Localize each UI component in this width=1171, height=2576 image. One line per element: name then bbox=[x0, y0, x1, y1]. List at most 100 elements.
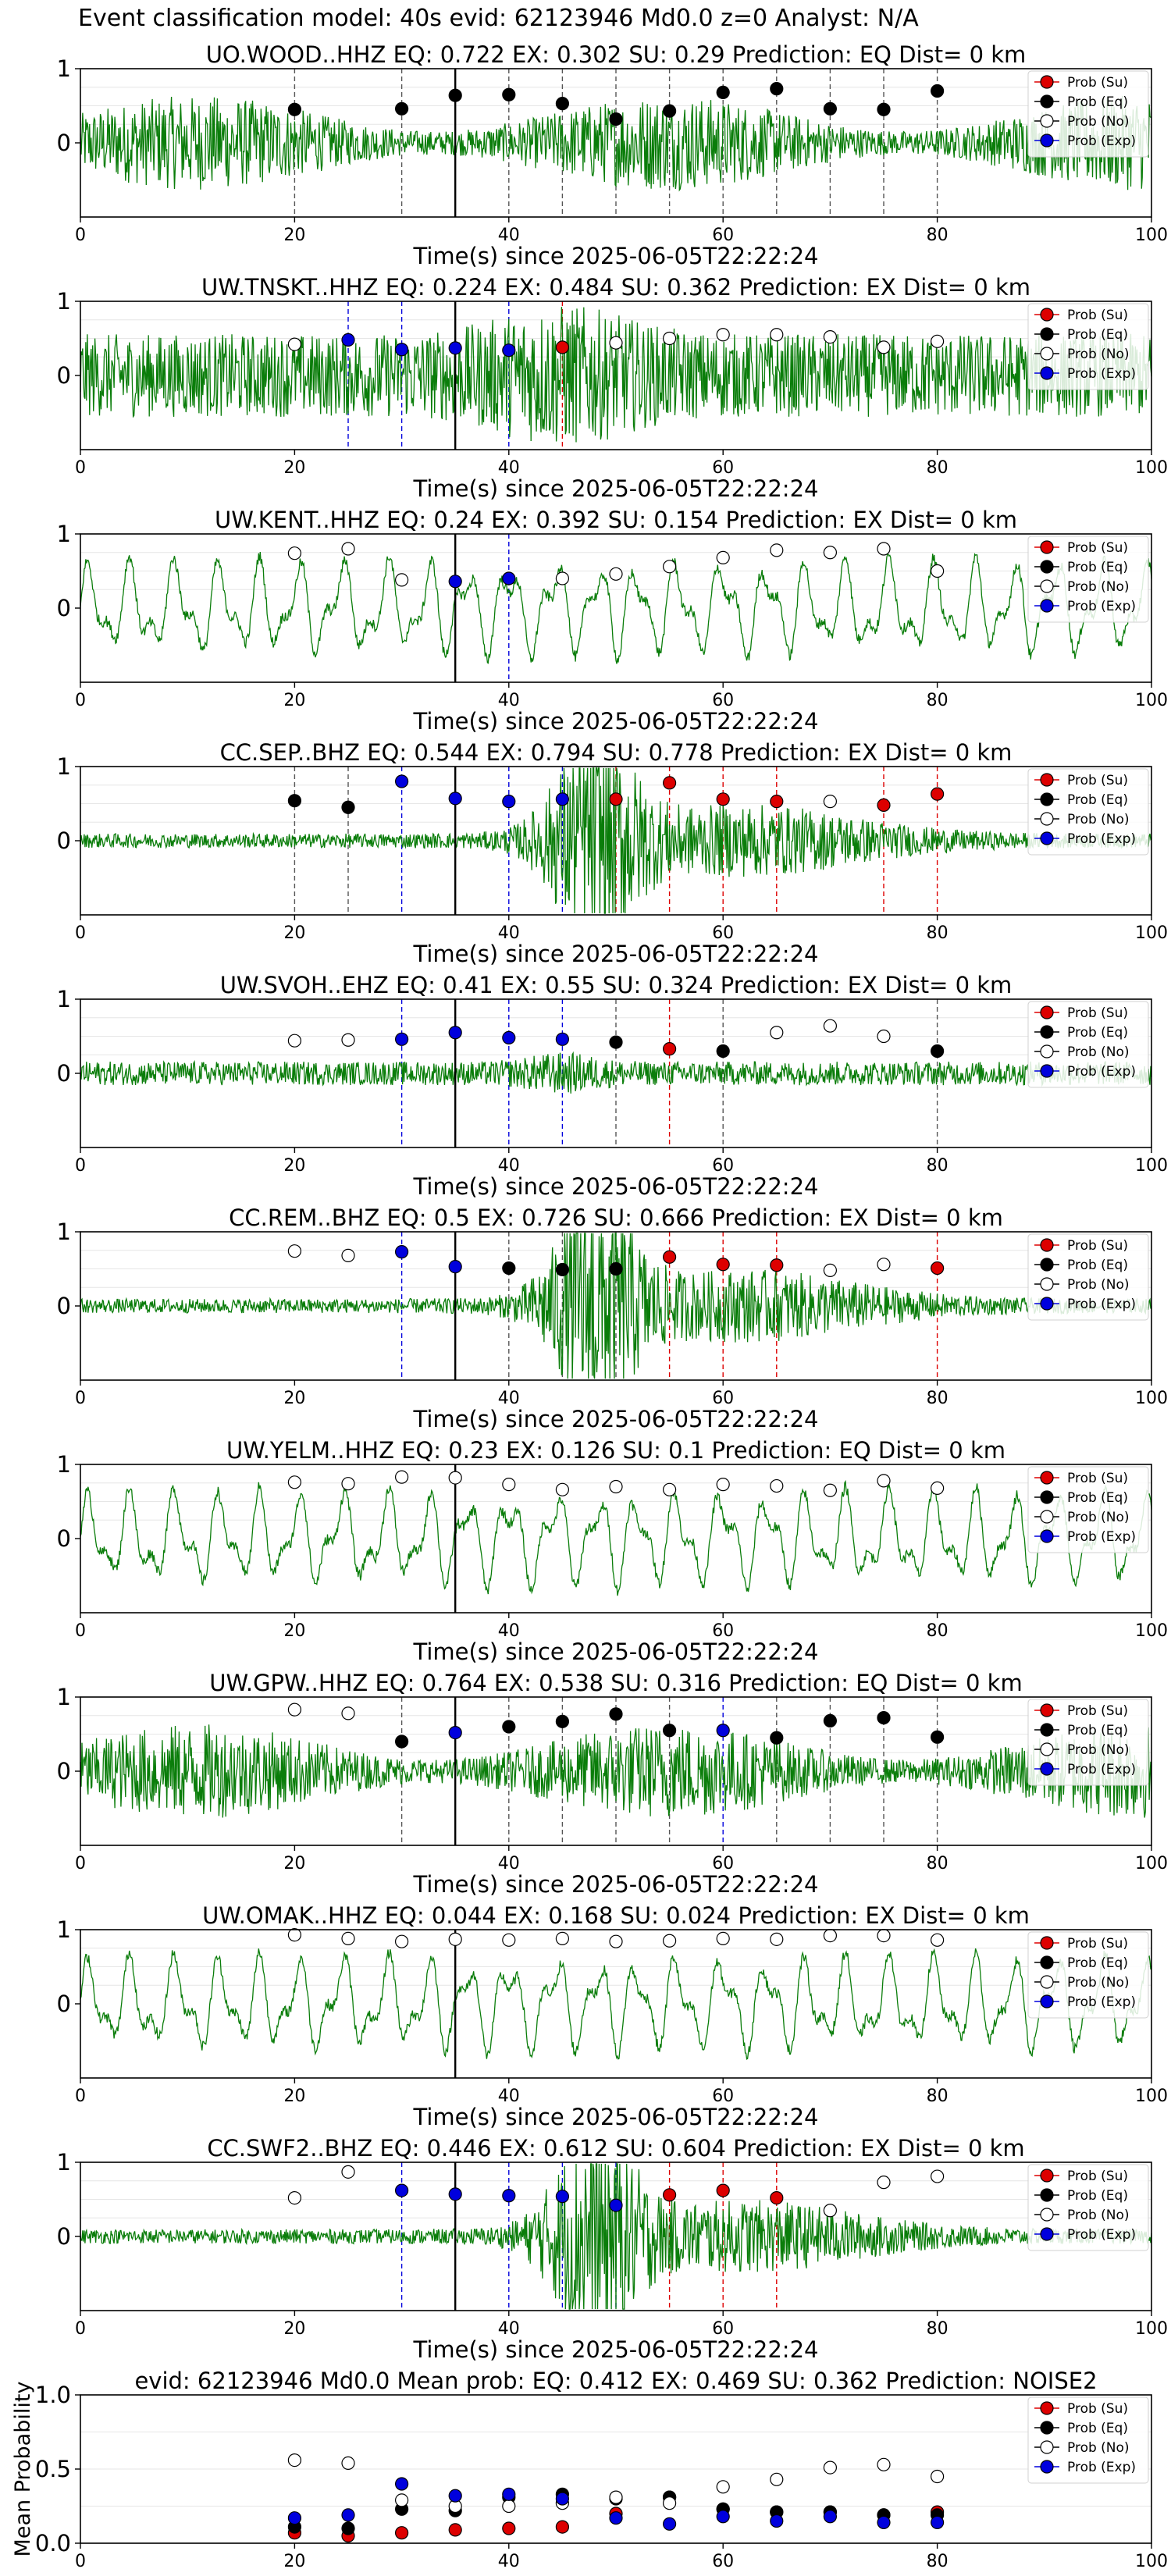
x-tick-label: 0 bbox=[75, 691, 86, 710]
prob-point-no bbox=[823, 330, 838, 344]
x-tick-label: 0 bbox=[75, 1389, 86, 1408]
prob-point-eq bbox=[770, 82, 784, 96]
x-tick-label: 80 bbox=[927, 226, 949, 245]
legend-label-su: Prob (Su) bbox=[1067, 308, 1128, 323]
x-axis-label: Time(s) since 2025-06-05T22:22:24 bbox=[413, 1638, 819, 1665]
mean-prob-point-no bbox=[609, 2490, 623, 2504]
y-tick-label: 0 bbox=[57, 1525, 71, 1552]
legend-label-su: Prob (Su) bbox=[1067, 1703, 1128, 1719]
legend-marker-no bbox=[1040, 1742, 1054, 1756]
prob-point-exp bbox=[341, 333, 355, 347]
prob-point-no bbox=[877, 542, 891, 556]
y-tick-label: 0 bbox=[57, 362, 71, 389]
legend-marker-no bbox=[1040, 812, 1054, 826]
prob-point-su bbox=[662, 1250, 677, 1264]
y-tick-label: 0.0 bbox=[35, 2530, 71, 2556]
mean-prob-point-no bbox=[770, 2472, 784, 2486]
x-tick-label: 20 bbox=[283, 1389, 305, 1408]
prob-point-eq bbox=[609, 1035, 623, 1049]
seismogram-trace bbox=[80, 1233, 1152, 1379]
legend-marker-su bbox=[1040, 75, 1054, 89]
legend-marker-su bbox=[1040, 308, 1054, 322]
prob-point-eq bbox=[662, 1724, 677, 1738]
prob-point-no bbox=[823, 546, 838, 560]
x-tick-label: 0 bbox=[75, 1621, 86, 1641]
seismogram-trace bbox=[80, 1724, 1152, 1818]
prob-point-no bbox=[394, 1934, 409, 1948]
mean-prob-point-su bbox=[448, 2523, 462, 2537]
prob-point-no bbox=[823, 2204, 838, 2218]
prob-point-no bbox=[287, 1034, 301, 1048]
prob-point-exp bbox=[448, 2187, 462, 2201]
mean-prob-point-no bbox=[716, 2480, 730, 2494]
prob-point-eq bbox=[609, 112, 623, 126]
x-tick-label: 60 bbox=[712, 2087, 734, 2106]
chart-title: UW.OMAK..HHZ EQ: 0.044 EX: 0.168 SU: 0.0… bbox=[202, 1902, 1030, 1929]
prob-point-no bbox=[394, 573, 409, 587]
prob-point-su bbox=[930, 787, 945, 801]
x-tick-label: 100 bbox=[1135, 1854, 1168, 1873]
prob-point-no bbox=[448, 1932, 462, 1946]
x-tick-label: 60 bbox=[712, 2552, 734, 2571]
legend-label-exp: Prob (Exp) bbox=[1067, 2460, 1136, 2475]
legend-marker-eq bbox=[1040, 1025, 1054, 1039]
mean-prob-point-exp bbox=[930, 2515, 945, 2529]
prob-point-no bbox=[287, 1475, 301, 1489]
prob-point-eq bbox=[394, 1735, 409, 1749]
prob-point-no bbox=[609, 1479, 623, 1494]
legend-box bbox=[1027, 1466, 1149, 1553]
prob-point-no bbox=[662, 331, 677, 346]
prob-point-exp bbox=[448, 1260, 462, 1274]
x-tick-label: 0 bbox=[75, 2319, 86, 2339]
legend-marker-exp bbox=[1040, 2227, 1054, 2241]
x-tick-label: 100 bbox=[1135, 691, 1168, 710]
prob-point-no bbox=[823, 1929, 838, 1943]
mean-prob-point-exp bbox=[502, 2487, 516, 2501]
x-tick-label: 80 bbox=[927, 2319, 949, 2339]
legend-label-no: Prob (No) bbox=[1067, 114, 1130, 130]
legend-marker-su bbox=[1040, 1936, 1054, 1950]
legend-marker-su bbox=[1040, 540, 1054, 554]
x-axis-label: Time(s) since 2025-06-05T22:22:24 bbox=[413, 708, 819, 735]
prob-point-eq bbox=[823, 1713, 838, 1727]
y-tick-label: 1 bbox=[57, 521, 71, 547]
legend-label-no: Prob (No) bbox=[1067, 1044, 1130, 1060]
prob-point-exp bbox=[502, 2189, 516, 2203]
legend-label-exp: Prob (Exp) bbox=[1067, 133, 1136, 149]
prob-point-exp bbox=[502, 1030, 516, 1045]
chart-title: CC.SEP..BHZ EQ: 0.544 EX: 0.794 SU: 0.77… bbox=[220, 739, 1013, 766]
legend-marker-no bbox=[1040, 347, 1054, 361]
legend-label-su: Prob (Su) bbox=[1067, 1471, 1128, 1486]
chart-title: evid: 62123946 Md0.0 Mean prob: EQ: 0.41… bbox=[134, 2368, 1097, 2394]
prob-point-no bbox=[394, 1470, 409, 1484]
legend-marker-eq bbox=[1040, 1723, 1054, 1737]
legend-label-su: Prob (Su) bbox=[1067, 1005, 1128, 1021]
legend-marker-exp bbox=[1040, 2460, 1054, 2474]
y-tick-label: 0.5 bbox=[35, 2456, 71, 2482]
x-axis-label: Time(s) since 2025-06-05T22:22:24 bbox=[413, 475, 819, 502]
legend-label-no: Prob (No) bbox=[1067, 1742, 1130, 1758]
legend-label-eq: Prob (Eq) bbox=[1067, 1258, 1128, 1273]
mean-prob-point-no bbox=[287, 2453, 301, 2467]
x-tick-label: 80 bbox=[927, 1621, 949, 1641]
mean-prob-point-no bbox=[394, 2493, 409, 2507]
x-tick-label: 40 bbox=[498, 458, 520, 478]
legend-label-su: Prob (Su) bbox=[1067, 1238, 1128, 1254]
prob-point-no bbox=[770, 1026, 784, 1040]
x-tick-label: 60 bbox=[712, 458, 734, 478]
prob-point-eq bbox=[287, 102, 301, 116]
chart-title: CC.SWF2..BHZ EQ: 0.446 EX: 0.612 SU: 0.6… bbox=[207, 2135, 1024, 2161]
legend-label-exp: Prob (Exp) bbox=[1067, 1529, 1136, 1545]
legend-box bbox=[1027, 1233, 1149, 1321]
legend-label-eq: Prob (Eq) bbox=[1067, 2188, 1128, 2204]
chart-title: UW.KENT..HHZ EQ: 0.24 EX: 0.392 SU: 0.15… bbox=[215, 507, 1017, 533]
legend-label-no: Prob (No) bbox=[1067, 2208, 1130, 2223]
x-tick-label: 40 bbox=[498, 923, 520, 943]
mean-prob-point-exp bbox=[770, 2514, 784, 2528]
prob-point-eq bbox=[716, 1044, 730, 1059]
y-tick-label: 0 bbox=[57, 130, 71, 156]
prob-point-exp bbox=[394, 774, 409, 788]
legend-label-su: Prob (Su) bbox=[1067, 2401, 1128, 2417]
x-tick-label: 40 bbox=[498, 1156, 520, 1176]
y-tick-label: 1 bbox=[57, 753, 71, 780]
